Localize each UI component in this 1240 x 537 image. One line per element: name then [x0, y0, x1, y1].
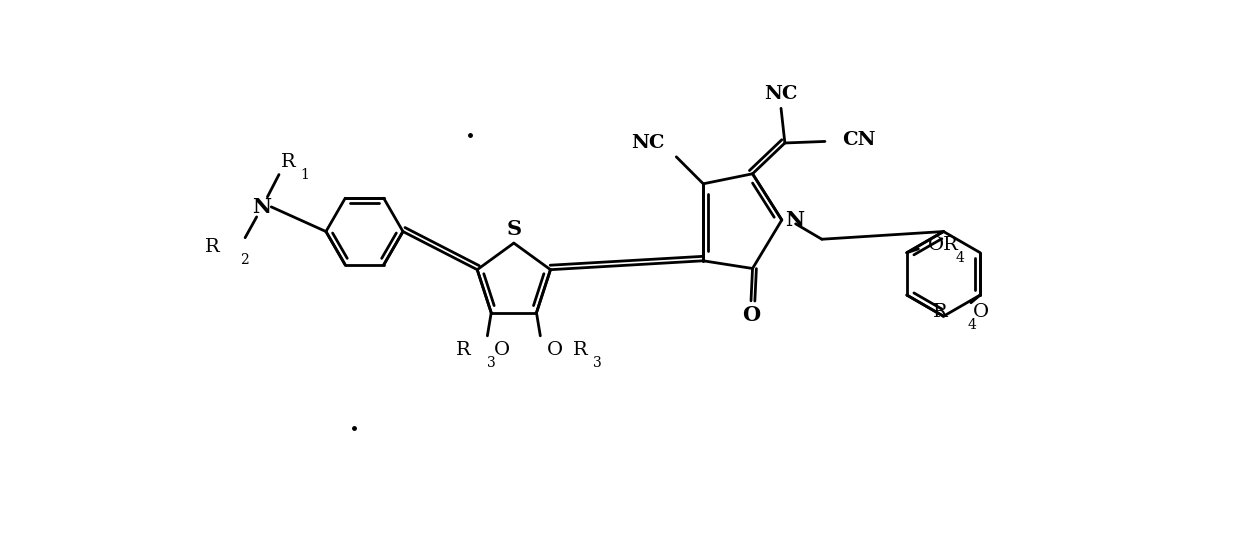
Text: O: O	[973, 303, 990, 321]
Text: 2: 2	[241, 253, 249, 267]
Text: 4: 4	[955, 251, 965, 265]
Text: 1: 1	[300, 169, 310, 183]
Text: O: O	[494, 340, 510, 359]
Text: R: R	[932, 303, 947, 321]
Text: 4: 4	[968, 318, 977, 332]
Text: OR: OR	[928, 236, 959, 254]
Text: R: R	[280, 153, 295, 171]
Text: R: R	[205, 238, 219, 256]
Text: NC: NC	[764, 85, 797, 104]
Text: 3: 3	[487, 356, 496, 370]
Text: R: R	[455, 340, 470, 359]
Text: N: N	[253, 197, 272, 217]
Text: N: N	[785, 210, 805, 230]
Text: O: O	[742, 304, 760, 325]
Text: S: S	[506, 219, 521, 239]
Text: 3: 3	[593, 356, 601, 370]
Text: R: R	[573, 340, 588, 359]
Text: NC: NC	[631, 134, 665, 152]
Text: O: O	[547, 340, 563, 359]
Text: CN: CN	[842, 131, 875, 149]
